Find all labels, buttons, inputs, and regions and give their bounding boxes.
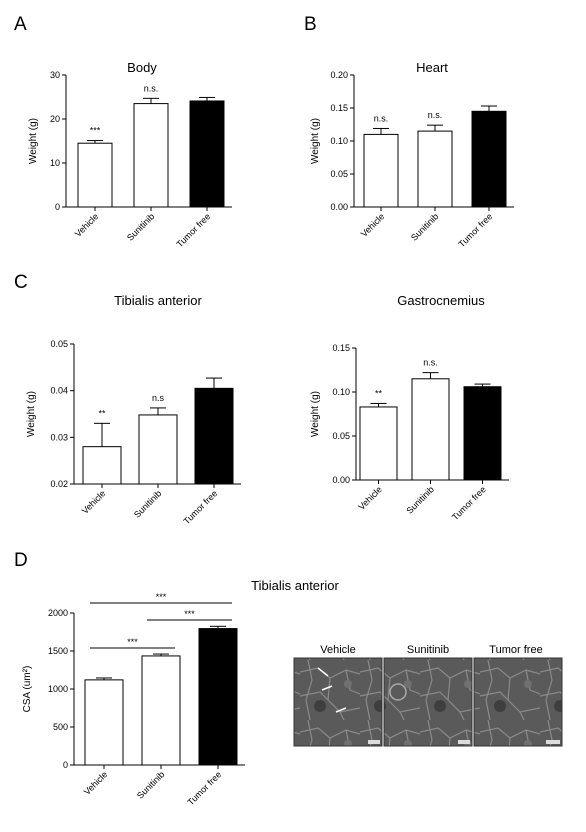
x-tick-label: Vehicle xyxy=(82,769,110,797)
bar-sunitinib xyxy=(141,655,181,766)
x-tick-label: Sunitinib xyxy=(404,484,435,515)
bar-sunitinib xyxy=(411,378,450,481)
micrograph-panel: Vehicle Sunitinib Tumor free xyxy=(293,644,563,747)
bar-tumor-free xyxy=(471,110,507,208)
bar-tumor-free xyxy=(189,100,225,208)
x-tick-label: Vehicle xyxy=(80,488,108,516)
micrograph-sunitinib xyxy=(383,657,473,747)
x-tick-label: Tumor free xyxy=(174,211,212,249)
x-tick-label: Vehicle xyxy=(73,211,101,239)
body-weight-chart: Body 0 10 20 30 Weight (g) Vehicle *** Sunitinib… xyxy=(28,60,232,249)
x-tick-label: Vehicle xyxy=(356,484,384,512)
x-tick-label: Tumor free xyxy=(450,484,488,522)
significance-label: ** xyxy=(375,388,383,398)
chart-title: Gastrocnemius xyxy=(397,293,485,308)
chart-title: Tibialis anterior xyxy=(251,578,339,593)
y-tick-label: 0.05 xyxy=(50,339,68,349)
bar-vehicle xyxy=(359,406,398,481)
significance-label: n.s. xyxy=(423,358,438,368)
chart-title: Tibialis anterior xyxy=(114,293,202,308)
micrograph-tumor-free xyxy=(473,657,563,747)
y-axis-label: Weight (g) xyxy=(310,391,321,437)
x-tick-label: Sunitinib xyxy=(135,769,166,800)
y-tick-label: 0.05 xyxy=(332,431,350,441)
significance-label: n.s. xyxy=(428,110,443,120)
bar-vehicle xyxy=(77,142,113,208)
significance-label: *** xyxy=(90,126,101,136)
y-tick-label: 1000 xyxy=(48,684,68,694)
micrograph-label-vehicle: Vehicle xyxy=(320,644,355,656)
significance-label: ** xyxy=(98,408,106,418)
panel-letter-a: A xyxy=(14,14,27,35)
y-tick-label: 0.10 xyxy=(332,387,350,397)
y-axis-label: Weight (g) xyxy=(26,391,37,437)
y-tick-label: 2000 xyxy=(48,608,68,618)
panel-letter-c: C xyxy=(14,272,28,293)
y-tick-label: 0 xyxy=(55,202,60,212)
tibialis-csa-chart: Tibialis anterior 0 500 1000 1500 2000 CSA (um… xyxy=(22,578,339,807)
comparison-label: *** xyxy=(127,637,138,647)
significance-label: n.s. xyxy=(374,113,389,123)
significance-label: n.s. xyxy=(144,83,159,93)
chart-title: Body xyxy=(127,60,157,75)
bar-sunitinib xyxy=(133,103,169,208)
y-tick-label: 0.00 xyxy=(332,475,350,485)
y-axis-label: CSA (um²) xyxy=(22,666,33,713)
comparison-label: *** xyxy=(184,609,195,619)
panel-letter-d: D xyxy=(14,550,28,571)
significance-label: n.s xyxy=(152,393,165,403)
y-tick-label: 0.20 xyxy=(330,70,348,80)
chart-title: Heart xyxy=(416,60,448,75)
comparison-label: *** xyxy=(156,592,167,602)
y-tick-label: 0 xyxy=(63,760,68,770)
heart-weight-chart: Heart 0.00 0.05 0.10 0.15 0.20 Weight (g) Vehic… xyxy=(310,60,514,249)
bar-tumor-free xyxy=(463,386,502,481)
y-tick-label: 0.02 xyxy=(50,479,68,489)
x-tick-label: Tumor free xyxy=(456,211,494,249)
bar-tumor-free xyxy=(198,628,238,766)
y-tick-label: 20 xyxy=(50,114,60,124)
x-tick-label: Sunitinib xyxy=(409,211,440,242)
bar-vehicle xyxy=(84,679,124,766)
y-tick-label: 0.03 xyxy=(50,432,68,442)
x-tick-label: Tumor free xyxy=(185,769,223,807)
x-tick-label: Vehicle xyxy=(359,211,387,239)
bar-vehicle xyxy=(82,446,122,485)
y-tick-label: 1500 xyxy=(48,646,68,656)
y-tick-label: 10 xyxy=(50,158,60,168)
y-axis-label: Weight (g) xyxy=(28,118,39,164)
bar-sunitinib xyxy=(417,130,453,208)
y-tick-label: 500 xyxy=(53,722,68,732)
y-tick-label: 30 xyxy=(50,70,60,80)
y-axis-label: Weight (g) xyxy=(310,118,321,164)
bar-tumor-free xyxy=(194,387,234,485)
gastrocnemius-weight-chart: Gastrocnemius 0.00 0.05 0.10 0.15 Weight (g) V… xyxy=(310,293,509,522)
micrograph-label-sunitinib: Sunitinib xyxy=(407,644,449,656)
bar-vehicle xyxy=(363,133,399,208)
micrograph-vehicle xyxy=(293,657,383,747)
y-tick-label: 0.05 xyxy=(330,169,348,179)
tibialis-weight-chart: Tibialis anterior 0.02 0.03 0.04 0.05 Weight … xyxy=(26,293,241,526)
y-tick-label: 0.10 xyxy=(330,136,348,146)
bar-sunitinib xyxy=(138,414,178,485)
micrograph-label-tumor-free: Tumor free xyxy=(489,644,542,656)
y-tick-label: 0.15 xyxy=(332,343,350,353)
y-tick-label: 0.15 xyxy=(330,103,348,113)
y-tick-label: 0.04 xyxy=(50,386,68,396)
x-tick-label: Sunitinib xyxy=(125,211,156,242)
y-tick-label: 0.00 xyxy=(330,202,348,212)
x-tick-label: Tumor free xyxy=(181,488,219,526)
x-tick-label: Sunitinib xyxy=(132,488,163,519)
panel-letter-b: B xyxy=(304,14,317,35)
